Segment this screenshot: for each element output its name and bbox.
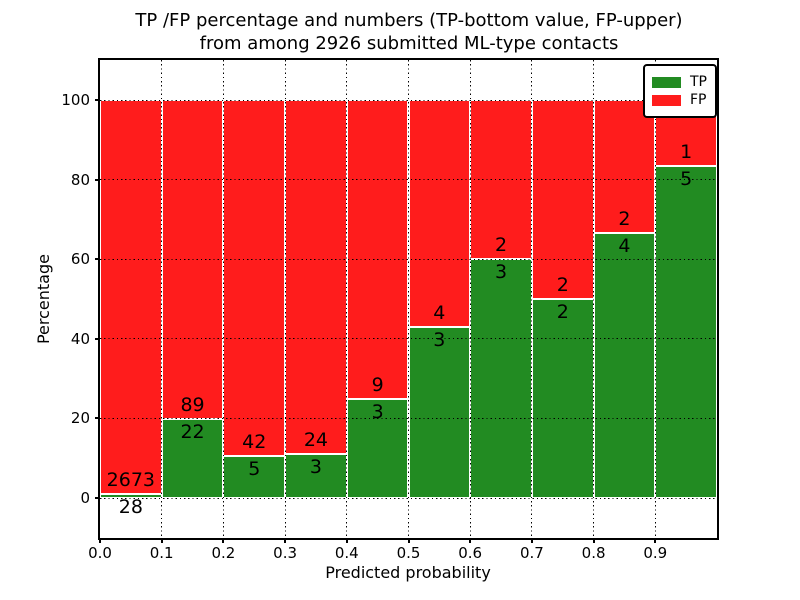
legend-swatch-fp-icon	[652, 94, 681, 106]
bar-segment-tp	[223, 455, 286, 498]
bar-segment-fp	[408, 100, 471, 328]
y-axis-label: Percentage	[34, 254, 53, 345]
bar-label-fp: 89	[180, 394, 205, 417]
bar-segment-tp	[470, 259, 532, 498]
bar-segment-tp	[346, 398, 409, 498]
x-tick-mark	[469, 538, 472, 543]
legend-label-fp: FP	[690, 92, 707, 108]
y-tick-mark	[95, 337, 100, 340]
y-tick-label: 80	[70, 170, 90, 189]
legend-swatch-tp-icon	[652, 76, 681, 88]
gridline-vertical	[408, 60, 409, 538]
gridline-vertical	[469, 60, 471, 538]
bar-label-fp: 24	[303, 428, 329, 451]
x-tick-mark	[284, 538, 287, 543]
chart-title-line1: TP /FP percentage and numbers (TP-bottom…	[135, 10, 683, 31]
bar-segment-fp	[223, 100, 286, 456]
y-tick-label: 40	[70, 329, 90, 348]
bar-segment-tp	[408, 327, 471, 498]
legend: TP FP	[643, 64, 717, 118]
bar-segment-fp	[346, 100, 409, 399]
gridline-vertical	[284, 60, 286, 538]
bar-label-fp: 2	[618, 207, 631, 230]
x-tick-label: 0.1	[149, 544, 174, 562]
legend-label-tp: TP	[690, 74, 707, 90]
gridline-horizontal	[100, 497, 717, 499]
bar-label-fp: 4	[433, 302, 446, 325]
x-tick-mark	[99, 538, 101, 543]
x-tick-mark	[530, 538, 533, 543]
y-tick-label: 0	[80, 489, 90, 507]
bar-label-fp: 2	[556, 274, 569, 296]
gridline-vertical	[531, 60, 533, 538]
bar-segment-tp	[285, 453, 347, 498]
y-tick-mark	[95, 258, 100, 261]
bar-label-tp: 5	[680, 168, 693, 191]
gridline-vertical	[346, 60, 348, 538]
x-tick-label: 0.4	[334, 544, 359, 562]
plot-area: 2673 28 89 22 42 5 24 3 9 3 4 3 2 3 2 2 2 4 1 5 0.0 0.1 0.2 0.…	[34, 58, 719, 582]
gridline-vertical	[161, 60, 163, 538]
bar-label-tp: 22	[180, 421, 205, 444]
bar-label-tp: 28	[118, 495, 143, 518]
x-tick-label: 0.0	[88, 544, 112, 562]
x-tick-label: 0.9	[643, 544, 668, 562]
gridline-vertical	[593, 60, 595, 538]
bar-segment-fp	[100, 100, 162, 494]
gridline-vertical	[654, 60, 656, 538]
bar-label-tp: 3	[495, 261, 508, 284]
bar-label-fp: 9	[371, 373, 384, 396]
legend-item-fp: FP	[652, 92, 707, 108]
x-tick-mark	[222, 538, 225, 543]
bar-segment-tp	[531, 299, 594, 498]
bar-segment-tp	[655, 166, 717, 498]
gridline-horizontal	[100, 179, 717, 181]
x-tick-label: 0.5	[396, 544, 421, 562]
x-axis-label: Predicted probability	[325, 563, 491, 582]
y-tick-mark	[95, 417, 100, 420]
bar-label-tp: 2	[556, 301, 569, 323]
bar-label-tp: 3	[371, 400, 384, 423]
bar-label-fp: 42	[242, 430, 267, 453]
gridline-horizontal	[100, 258, 717, 260]
bar-label-fp: 1	[680, 141, 693, 164]
x-tick-label: 0.6	[458, 544, 483, 562]
gridline-horizontal	[100, 417, 717, 419]
bar-label-fp: 2	[495, 234, 508, 257]
bar-segment-fp	[285, 100, 347, 454]
bar-segment-tp	[593, 232, 656, 498]
x-tick-mark	[592, 538, 595, 543]
bar-label-tp: 3	[309, 455, 322, 478]
y-tick-label: 100	[61, 91, 90, 109]
x-tick-mark	[345, 538, 348, 543]
x-tick-mark	[407, 538, 410, 543]
bar-segment-fp	[531, 100, 594, 299]
bar-label-tp: 3	[433, 329, 446, 352]
chart-title-line2: from among 2926 submitted ML-type contac…	[199, 33, 619, 54]
gridline-vertical	[222, 60, 224, 538]
x-tick-mark	[654, 538, 657, 543]
x-tick-label: 0.3	[273, 544, 298, 562]
bar-segment-fp	[593, 100, 656, 233]
legend-item-tp: TP	[652, 74, 707, 90]
x-tick-mark	[160, 538, 163, 543]
x-tick-label: 0.7	[519, 544, 544, 562]
bar-label-fp: 2673	[106, 468, 156, 491]
y-tick-mark	[95, 178, 100, 181]
y-tick-mark	[95, 497, 100, 499]
gridline-horizontal	[100, 338, 717, 340]
y-tick-label: 20	[70, 409, 90, 428]
y-tick-label: 60	[70, 250, 90, 269]
gridline-horizontal	[100, 99, 717, 101]
x-tick-label: 0.2	[211, 544, 236, 562]
bar-label-tp: 5	[248, 457, 261, 480]
bar-label-tp: 4	[618, 234, 631, 257]
chart-title: TP /FP percentage and numbers (TP-bottom…	[100, 9, 718, 55]
x-tick-label: 0.8	[581, 544, 606, 562]
y-tick-mark	[95, 99, 100, 101]
